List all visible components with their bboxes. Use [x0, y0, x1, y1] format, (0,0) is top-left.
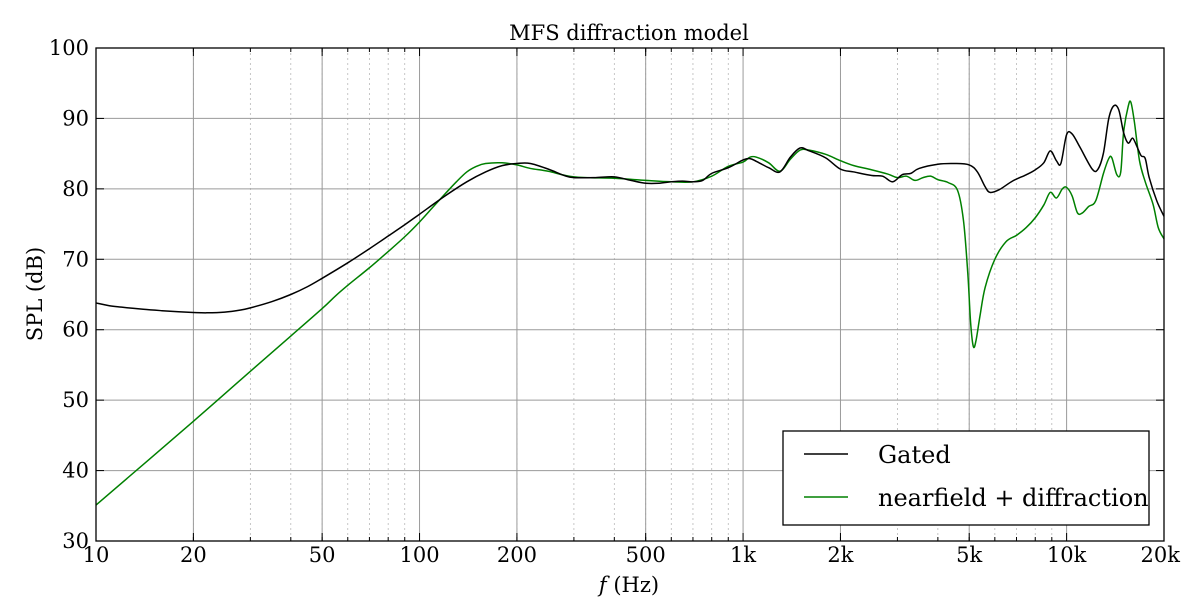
gated-series-line — [95, 104, 1165, 314]
x-tick-label: 20 — [180, 543, 207, 567]
chart-title: MFS diffraction model — [509, 21, 749, 45]
x-tick-label: 100 — [399, 543, 439, 567]
x-axis-title-variable: f — [597, 573, 610, 597]
y-tick-label: 60 — [62, 318, 89, 342]
y-tick-label: 80 — [62, 177, 89, 201]
nearfield-diffraction-series-line — [95, 100, 1165, 506]
plot-frame — [95, 47, 1165, 542]
x-tick-label: 10 — [83, 543, 110, 567]
legend-label-nearfield-diffraction: nearfield + diffraction — [878, 484, 1149, 512]
y-tick-label: 50 — [62, 388, 89, 412]
legend-label-gated: Gated — [878, 441, 951, 469]
x-tick-label: 200 — [497, 543, 537, 567]
y-tick-label: 30 — [62, 529, 89, 553]
data-series — [95, 100, 1165, 506]
x-tick-label: 2k — [827, 543, 853, 567]
legend: Gated nearfield + diffraction — [782, 430, 1150, 526]
x-tick-label: 20k — [1141, 543, 1181, 567]
y-tick-label: 100 — [49, 36, 89, 60]
y-tick-label: 70 — [62, 247, 89, 271]
x-tick-label: 1k — [730, 543, 756, 567]
x-tick-label: 500 — [626, 543, 666, 567]
x-tick-label: 50 — [309, 543, 336, 567]
axis-ticks — [95, 47, 1165, 542]
x-axis-title-unit: (Hz) — [607, 573, 659, 597]
x-tick-label: 5k — [956, 543, 982, 567]
y-tick-label: 40 — [62, 459, 89, 483]
y-tick-label: 90 — [62, 106, 89, 130]
y-axis-title: SPL (dB) — [23, 247, 47, 341]
legend-box — [782, 430, 1150, 526]
x-axis-title: f (Hz) — [597, 573, 659, 597]
tick-labels: 10 20 50 100 200 500 1k 2k 5k 10k 20k 30 40 50 60 70 80 9… — [49, 36, 1180, 567]
x-tick-label: 10k — [1047, 543, 1087, 567]
